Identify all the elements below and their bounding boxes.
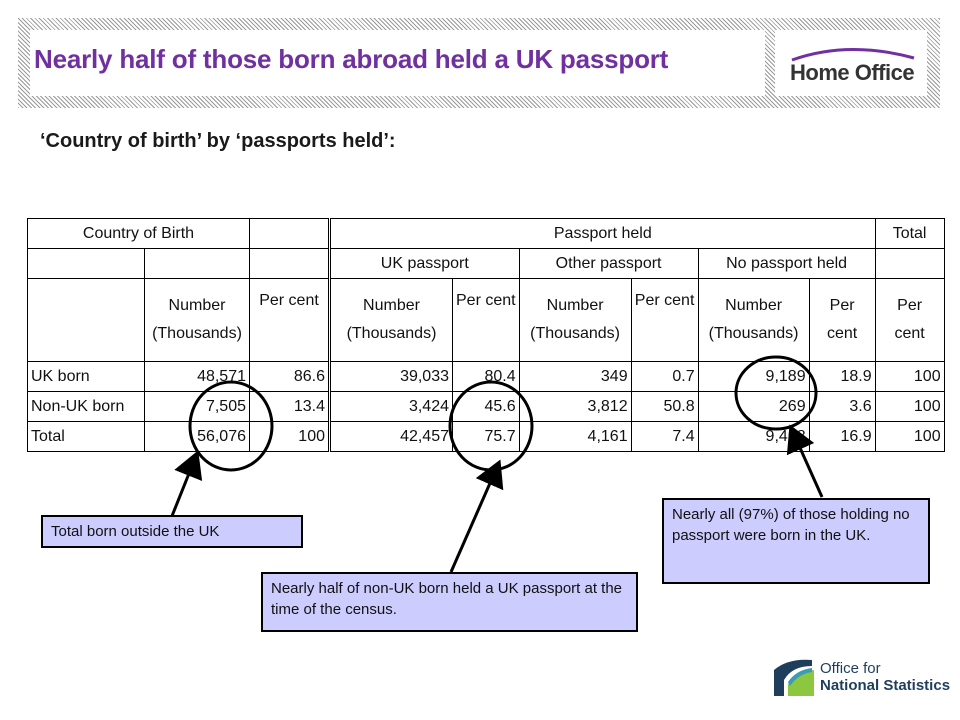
subtitle: ‘Country of birth’ by ‘passports held’: [40, 130, 396, 152]
home-office-logo-text: Home Office [790, 60, 915, 85]
header-number-other: Number (Thousands) [518, 278, 632, 362]
header-percent-total: Per cent [249, 278, 330, 362]
header-percent-uk: Per cent [452, 278, 520, 362]
callout-no-passport: Nearly all (97%) of those holding no pas… [662, 498, 930, 584]
header-percent-total-col: Per cent [874, 278, 945, 362]
header-number-none: Number (Thousands) [697, 278, 810, 362]
header-total: Total [874, 218, 945, 249]
header-percent-none: Per cent [808, 278, 876, 362]
header-no-passport: No passport held [697, 248, 876, 279]
table-row: Total 56,076 100 42,457 75.7 4,161 7.4 9… [27, 421, 945, 452]
header-other-passport: Other passport [518, 248, 699, 279]
table-header-row-3: Number (Thousands) Per cent Number (Thousa… [27, 278, 945, 362]
arrow-uk-passport [449, 459, 504, 573]
header-percent-other: Per cent [630, 278, 699, 362]
table-header-row-1: Country of Birth Passport held Total [27, 218, 945, 249]
home-office-logo [791, 48, 915, 62]
home-office-roof-icon [791, 48, 915, 62]
callout-born-outside: Total born outside the UK [41, 515, 303, 548]
callout-half-uk-passport: Nearly half of non-UK born held a UK pas… [261, 572, 638, 632]
arrow-born-outside [170, 450, 203, 517]
ons-logo-mark [774, 659, 814, 696]
ons-logo-green-shape [788, 670, 814, 696]
title-panel [30, 30, 765, 96]
ons-logo-text: Office for National Statistics [820, 660, 951, 694]
header-uk-passport: UK passport [328, 248, 520, 279]
logo-panel [775, 30, 927, 96]
header-country-of-birth: Country of Birth [27, 218, 250, 249]
country-passport-table: Country of Birth Passport held Total UK … [27, 218, 945, 452]
header-number-total: Number (Thousands) [144, 278, 250, 362]
ons-logo-dark-shape [774, 659, 812, 696]
ons-logo-light-shape [788, 668, 812, 686]
table-header-row-2: UK passport Other passport No passport h… [27, 248, 945, 279]
header-number-uk: Number (Thousands) [328, 278, 453, 362]
table-row: UK born 48,571 86.6 39,033 80.4 349 0.7 … [27, 361, 945, 392]
page-title: Nearly half of those born abroad held a … [34, 44, 669, 74]
table-row: Non-UK born 7,505 13.4 3,424 45.6 3,812 … [27, 391, 945, 422]
header-passport-held: Passport held [328, 218, 876, 249]
